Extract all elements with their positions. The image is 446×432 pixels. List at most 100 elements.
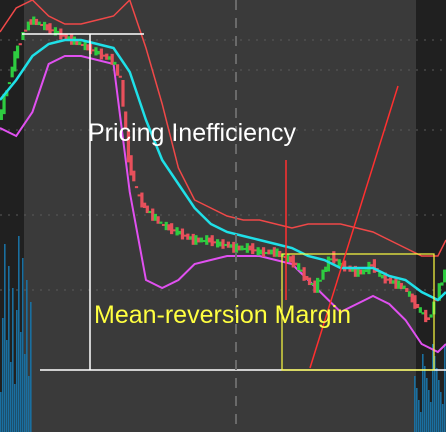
price-candle (256, 247, 260, 256)
price-candle (426, 317, 431, 320)
price-candle (386, 278, 390, 281)
price-candle (237, 245, 241, 251)
price-candle (194, 235, 198, 245)
price-candle (53, 27, 58, 36)
price-candle (356, 267, 360, 277)
price-candle (291, 255, 295, 268)
price-candle (429, 314, 433, 318)
price-candle (86, 44, 90, 51)
price-candle (51, 29, 55, 32)
price-candle (188, 236, 193, 240)
volume-bar (416, 388, 418, 432)
price-candle (272, 247, 276, 257)
volume-bar (2, 318, 4, 432)
price-candle (91, 49, 95, 52)
price-candle (261, 247, 266, 257)
price-candle (388, 277, 393, 284)
price-candle (397, 280, 401, 289)
price-candle (221, 239, 225, 249)
price-candle (83, 41, 87, 51)
price-candle (394, 277, 398, 289)
price-candle (337, 259, 341, 267)
volume-bar (420, 412, 422, 432)
volume-bar (428, 390, 430, 432)
price-candle (43, 21, 47, 31)
price-candle (359, 269, 363, 275)
price-candles (0, 16, 446, 323)
price-candle (307, 277, 312, 286)
price-candle (61, 34, 66, 37)
price-candle (15, 45, 20, 59)
volume-bar (430, 402, 432, 432)
price-candle (80, 44, 85, 46)
price-candle (113, 61, 117, 65)
price-candle (440, 282, 444, 286)
price-candle (64, 33, 68, 40)
price-candle (24, 29, 28, 32)
price-candle (407, 291, 412, 297)
price-candle (437, 283, 441, 301)
price-candle (253, 249, 258, 252)
price-candle (316, 277, 320, 293)
volume-bar (438, 380, 440, 432)
price-candle (102, 54, 106, 57)
price-candle (2, 93, 6, 115)
price-candle (399, 282, 403, 290)
price-candle (402, 285, 406, 290)
price-candle (99, 48, 103, 60)
price-candle (21, 32, 25, 40)
volume-bar (424, 366, 426, 432)
price-candle (283, 256, 287, 258)
price-candle (32, 16, 36, 25)
price-candle (97, 50, 101, 55)
price-candle (170, 223, 174, 235)
price-candle (207, 237, 212, 243)
price-candle (332, 251, 336, 264)
price-candle (153, 213, 158, 221)
price-candle (126, 130, 130, 163)
price-candle (275, 248, 279, 257)
price-candle (18, 43, 22, 46)
price-candle (361, 269, 366, 275)
price-candle (197, 237, 201, 243)
price-candle (321, 269, 325, 280)
price-candle (105, 53, 109, 60)
price-candle (234, 243, 239, 253)
price-candle (278, 250, 282, 258)
price-candle (410, 293, 414, 303)
price-candle (413, 295, 417, 309)
volume-bar (6, 340, 8, 432)
price-candle (164, 221, 168, 231)
price-candle (199, 237, 203, 243)
volume-bar (10, 362, 12, 432)
price-candle (145, 205, 149, 214)
volume-bar (426, 378, 428, 432)
price-candle (26, 21, 30, 31)
price-candle (243, 248, 247, 250)
price-candle (213, 241, 217, 244)
price-candle (45, 24, 49, 31)
volume-bar (22, 258, 24, 432)
price-candle (232, 241, 236, 253)
volume-bar (442, 404, 444, 432)
volume-bar (4, 244, 6, 432)
price-candle (418, 307, 422, 313)
price-candle (334, 258, 339, 262)
price-candle (40, 24, 44, 26)
price-candle (10, 66, 14, 78)
price-candle (259, 249, 263, 255)
volume-bar (12, 288, 14, 432)
price-candle (210, 235, 214, 247)
price-candle (324, 266, 328, 272)
price-candle (294, 262, 298, 266)
price-candle (178, 230, 182, 235)
price-candle (118, 75, 122, 78)
price-candle (421, 312, 425, 315)
price-candle (299, 269, 303, 272)
price-candle (218, 241, 222, 247)
price-candle (75, 38, 79, 46)
price-candle (267, 249, 271, 255)
price-candle (140, 192, 144, 208)
price-candle (134, 186, 139, 189)
